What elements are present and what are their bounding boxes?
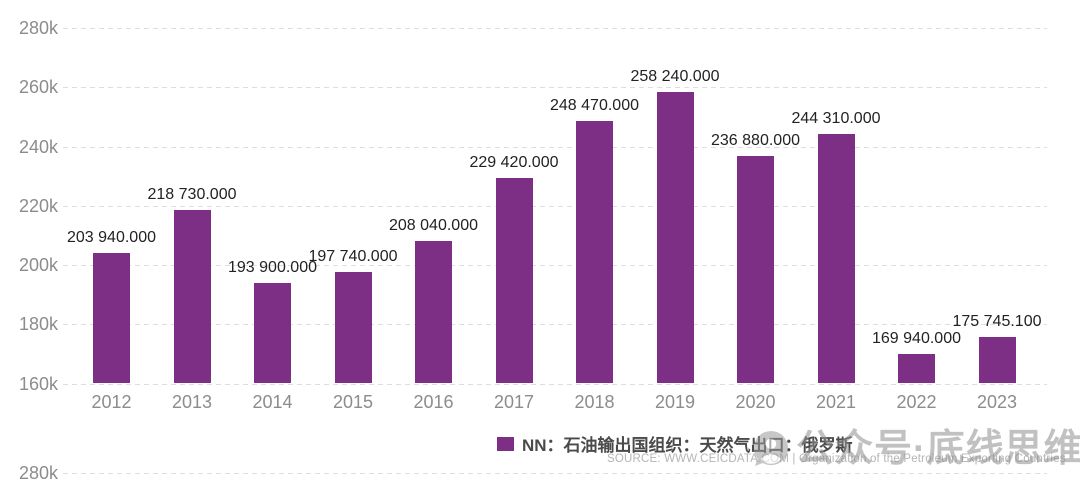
next-chart-ytick-label: 280k (18, 463, 58, 483)
bar-2021 (817, 133, 855, 384)
bar-2014 (254, 283, 291, 384)
bar-2019 (656, 92, 694, 384)
bar-2015 (334, 271, 372, 384)
x-axis-tick-label: 2022 (896, 391, 937, 412)
y-axis-tick-label: 240k (18, 136, 58, 157)
gridline (63, 146, 1047, 148)
y-axis-tick-label: 160k (18, 373, 58, 394)
x-axis-tick-label: 2019 (654, 391, 696, 412)
bar-2016 (415, 241, 452, 384)
value-label-2015: 197 740.000 (308, 247, 398, 265)
x-axis-tick-label: 2018 (574, 391, 615, 412)
gridline (63, 265, 1047, 266)
x-axis-tick-label: 2014 (252, 391, 293, 412)
value-label-2022: 169 940.000 (872, 330, 961, 348)
bar-2020 (737, 155, 774, 384)
x-axis-tick-label: 2023 (976, 391, 1018, 412)
value-label-2020: 236 880.000 (711, 131, 800, 149)
y-axis-tick-label: 180k (18, 314, 58, 335)
gridline (63, 205, 1047, 207)
legend-swatch (497, 436, 514, 451)
gridline (63, 87, 1047, 89)
value-label-2019: 258 240.000 (630, 68, 720, 86)
next-chart-gridline (63, 473, 1047, 474)
value-label-2014: 193 900.000 (228, 259, 317, 277)
value-label-2023: 175 745.100 (952, 312, 1042, 330)
y-axis-tick-label: 200k (18, 255, 58, 275)
bar-2022 (898, 354, 935, 384)
bar-2013 (173, 209, 211, 384)
bar-2023 (978, 336, 1016, 384)
bar-2017 (495, 177, 533, 384)
value-label-2013: 218 730.000 (147, 185, 237, 203)
y-axis-tick-label: 260k (18, 77, 58, 98)
bar-2012 (93, 253, 130, 384)
x-axis-tick-label: 2015 (332, 391, 374, 412)
value-label-2012: 203 940.000 (67, 229, 156, 247)
source-credit: SOURCE: WWW.CEICDATA.COM | Organization … (607, 453, 1066, 465)
x-axis-tick-label: 2013 (171, 391, 213, 412)
gridline (63, 28, 1047, 29)
x-axis-tick-label: 2017 (493, 391, 535, 412)
y-axis-tick-label: 280k (18, 18, 58, 38)
x-axis-tick-label: 2021 (815, 391, 857, 412)
value-label-2018: 248 470.000 (550, 97, 639, 115)
gridline (63, 383, 1047, 385)
x-axis-tick-label: 2020 (735, 391, 776, 412)
x-axis-tick-label: 2012 (91, 391, 132, 412)
value-label-2016: 208 040.000 (389, 217, 478, 235)
x-axis-tick-label: 2016 (413, 391, 454, 412)
bar-2018 (576, 121, 613, 384)
y-axis-tick-label: 220k (18, 195, 58, 216)
gridline (63, 324, 1047, 326)
value-label-2021: 244 310.000 (791, 109, 881, 127)
value-label-2017: 229 420.000 (469, 153, 559, 171)
